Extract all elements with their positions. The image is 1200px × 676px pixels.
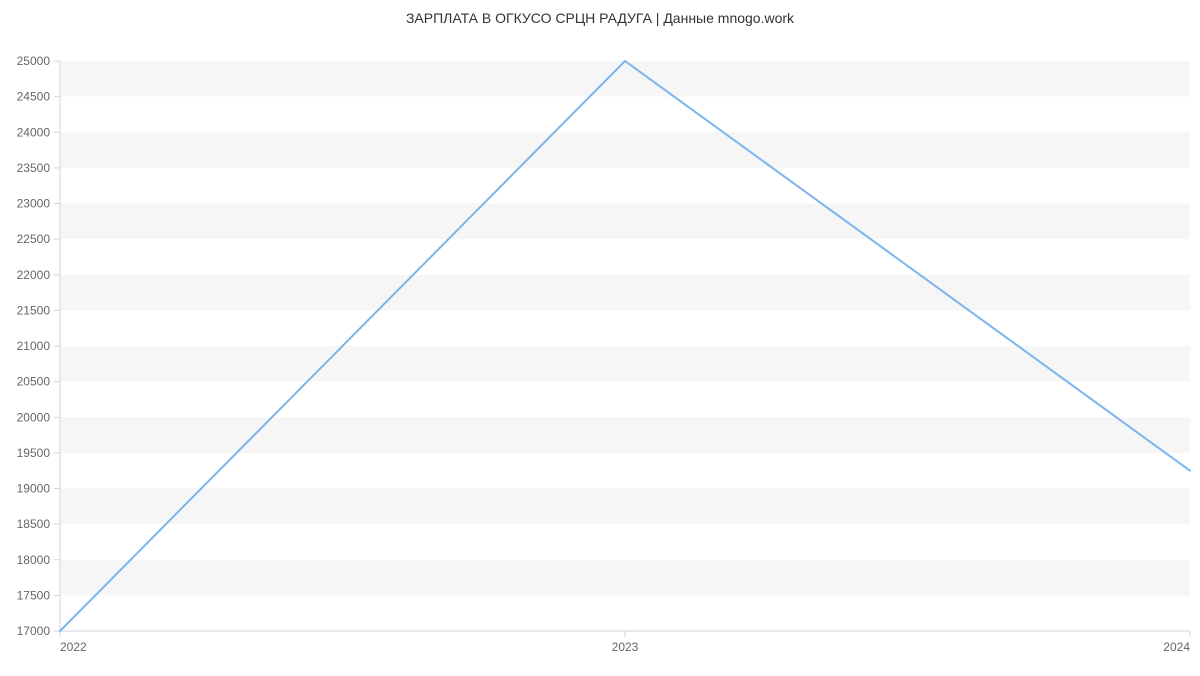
svg-text:23500: 23500 [17, 161, 51, 175]
svg-text:20000: 20000 [17, 410, 51, 424]
salary-chart: ЗАРПЛАТА В ОГКУСО СРЦН РАДУГА | Данные m… [0, 0, 1200, 650]
svg-text:18500: 18500 [17, 517, 51, 531]
svg-text:2024: 2024 [1163, 640, 1190, 654]
svg-text:22000: 22000 [17, 268, 51, 282]
chart-title: ЗАРПЛАТА В ОГКУСО СРЦН РАДУГА | Данные m… [0, 0, 1200, 26]
svg-text:2023: 2023 [612, 640, 639, 654]
svg-text:19000: 19000 [17, 482, 51, 496]
svg-text:21000: 21000 [17, 339, 51, 353]
svg-text:25000: 25000 [17, 54, 51, 68]
svg-text:24500: 24500 [17, 90, 51, 104]
svg-text:20500: 20500 [17, 375, 51, 389]
svg-text:21500: 21500 [17, 303, 51, 317]
svg-text:24000: 24000 [17, 125, 51, 139]
svg-text:17500: 17500 [17, 588, 51, 602]
svg-text:23000: 23000 [17, 197, 51, 211]
svg-text:18000: 18000 [17, 553, 51, 567]
chart-svg: 17000 17500 18000 18500 19000 19500 20000 20500… [0, 26, 1200, 676]
svg-text:17000: 17000 [17, 624, 51, 638]
svg-text:2022: 2022 [60, 640, 87, 654]
svg-text:19500: 19500 [17, 446, 51, 460]
svg-text:22500: 22500 [17, 232, 51, 246]
